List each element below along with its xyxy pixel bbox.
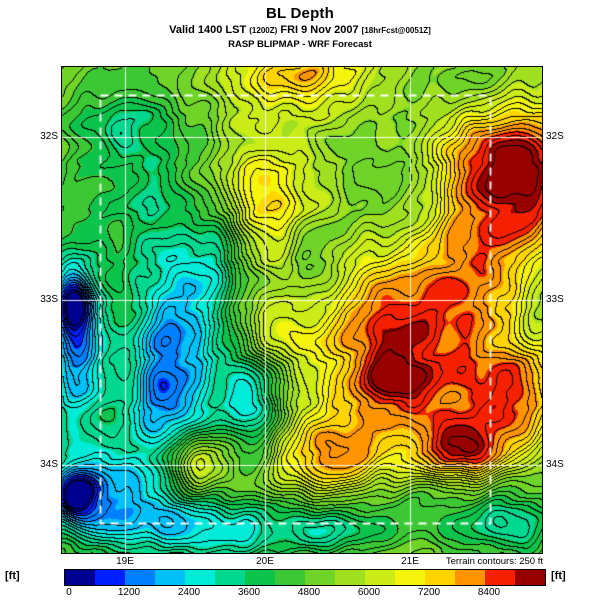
lat-label-left: 34S	[40, 459, 58, 470]
model-line: RASP BLIPMAP - WRF Forecast	[228, 39, 372, 50]
bl-depth-contour-map	[61, 66, 543, 554]
colorbar-tick: 1200	[117, 587, 141, 598]
colorbar-segment	[485, 570, 515, 585]
colorbar-segment	[365, 570, 395, 585]
lat-label-right: 34S	[546, 459, 564, 470]
colorbar-tick: 2400	[177, 587, 201, 598]
colorbar-segment	[455, 570, 485, 585]
colorbar-segment	[95, 570, 125, 585]
lat-label-left: 33S	[40, 294, 58, 305]
lon-label: 21E	[401, 556, 419, 567]
colorbar-tick: 0	[66, 587, 72, 598]
lat-label-right: 32S	[546, 131, 564, 142]
colorbar-segment	[305, 570, 335, 585]
colorbar-segment	[275, 570, 305, 585]
forecast-run-tag: [18hrFcst@0051Z]	[361, 26, 431, 35]
units-label-right: [ft]	[551, 570, 566, 582]
lon-label: 20E	[256, 556, 274, 567]
lat-label-right: 33S	[546, 294, 564, 305]
colorbar-segment	[335, 570, 365, 585]
units-label-left: [ft]	[5, 570, 20, 582]
colorbar-segment	[125, 570, 155, 585]
page-title: BL Depth	[266, 5, 334, 22]
valid-time-line: Valid 1400 LST (1200Z) FRI 9 Nov 2007 [1…	[0, 24, 600, 36]
colorbar-tick-labels: 0 1200 2400 3600 4800 6000 7200 8400	[0, 587, 600, 600]
colorbar-segment	[425, 570, 455, 585]
colorbar-tick: 7200	[417, 587, 441, 598]
valid-zulu-time: (1200Z)	[249, 26, 278, 35]
lon-label: 19E	[116, 556, 134, 567]
colorbar-segment	[515, 570, 545, 585]
colorbar-tick: 4800	[297, 587, 321, 598]
colorbar-segment	[245, 570, 275, 585]
valid-date: FRI 9 Nov 2007	[280, 24, 359, 36]
colorbar-scale	[64, 569, 546, 586]
colorbar-tick: 6000	[357, 587, 381, 598]
colorbar-tick: 8400	[477, 587, 501, 598]
valid-prefix: Valid 1400 LST	[169, 24, 247, 36]
colorbar-tick: 3600	[237, 587, 261, 598]
colorbar-segment	[185, 570, 215, 585]
colorbar-segment	[65, 570, 95, 585]
colorbar-segment	[395, 570, 425, 585]
colorbar-segment	[215, 570, 245, 585]
colorbar-segment	[155, 570, 185, 585]
lat-label-left: 32S	[40, 131, 58, 142]
terrain-contours-note: Terrain contours: 250 ft	[445, 556, 543, 567]
